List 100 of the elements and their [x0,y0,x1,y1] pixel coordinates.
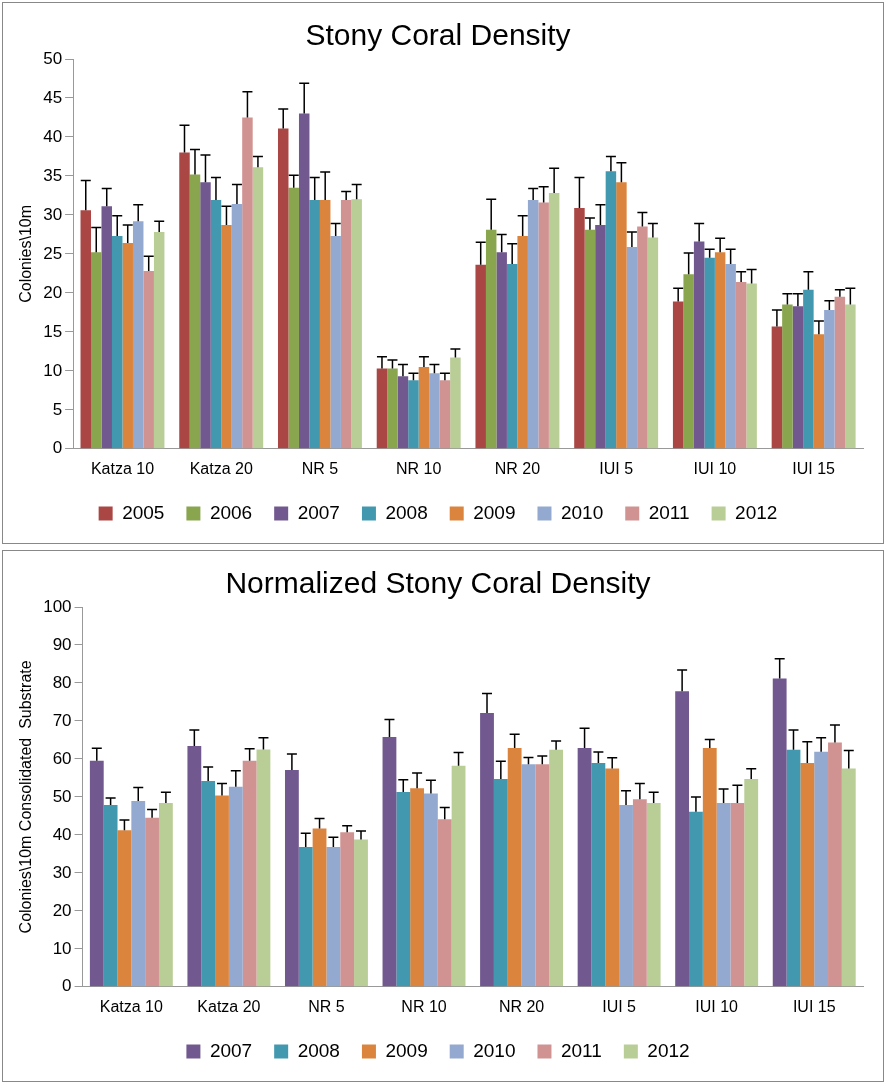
bar [803,289,814,449]
bar [242,760,257,987]
legend-label: 2010 [473,1039,516,1061]
x-tick-label: NR 10 [401,997,447,1015]
x-tick-label: Katza 20 [197,997,261,1015]
bar [828,742,842,987]
bar [298,113,310,449]
bar [284,769,299,987]
bar [450,357,461,449]
bar [309,200,320,449]
bar [354,839,368,987]
bar [646,802,661,987]
x-tick-label: IUI 15 [792,997,836,1015]
bar [145,817,159,987]
bar [716,802,731,987]
bar [824,310,835,449]
chart-title: Normalized Stony Coral Density [225,566,651,600]
x-tick-label: NR 5 [308,997,345,1015]
x-tick-label: NR 10 [396,459,442,477]
y-axis-title: Colonies\10m Consolidated Substrate [17,660,35,934]
bar [626,246,638,449]
bar [672,301,684,449]
x-tick-label: Katza 10 [90,459,155,477]
bar [704,257,715,449]
bar [735,281,747,449]
x-tick-label: IUI 15 [792,459,836,477]
y-tick-label: 15 [43,321,63,341]
x-tick-label: IUI 10 [695,997,739,1015]
bar [158,802,173,987]
legend-label: 2005 [122,501,165,523]
x-tick-label: NR 20 [494,459,541,477]
bar [616,182,627,449]
chart-title: Stony Coral Density [305,18,571,52]
bar [242,117,253,449]
bar [252,167,264,449]
bar [376,368,388,449]
bar [91,252,102,449]
bar [382,736,397,987]
bar [122,242,133,449]
bar [210,200,222,449]
y-tick-label: 20 [52,900,72,920]
bar [800,763,815,987]
bar [418,366,430,449]
bar [527,200,539,449]
bar [591,763,606,987]
x-tick-label: NR 5 [301,459,339,477]
bar [221,225,232,449]
bar [574,207,585,449]
y-tick-label: 50 [43,48,63,68]
bar [675,691,690,987]
bar [605,768,620,987]
bar [619,804,633,987]
legend-label: 2010 [560,501,604,523]
x-tick-label: IUI 10 [693,459,737,477]
y-tick-label: 60 [52,748,72,768]
bar [397,376,409,449]
bar [326,847,341,987]
bar [231,204,243,449]
x-tick-label: NR 20 [498,997,545,1015]
bar [201,780,216,987]
y-tick-label: 50 [52,786,72,806]
bar [841,768,856,987]
bar [517,235,528,449]
y-tick-label: 10 [43,360,63,380]
y-tick-label: 90 [52,634,72,654]
bar [538,202,549,449]
bar [702,747,717,987]
y-tick-label: 10 [52,938,72,958]
bar [288,187,299,449]
bar [813,334,825,449]
bar [507,747,522,987]
y-tick-label: 30 [43,204,63,224]
bar [577,747,592,987]
y-tick-label: 45 [43,87,63,107]
y-tick-label: 25 [43,243,63,263]
bar [637,226,648,449]
legend-label: 2007 [209,1039,253,1061]
y-tick-label: 40 [52,824,72,844]
y-tick-label: 40 [43,126,63,146]
bar [730,802,745,987]
legend-label: 2008 [385,501,428,523]
bar [845,304,856,449]
bar [330,235,341,449]
bar [101,206,112,449]
bar [132,221,144,449]
bar [117,830,132,987]
bar [298,847,313,987]
bar [187,746,202,987]
legend-label: 2011 [648,501,690,523]
bar [424,793,438,987]
bar [693,241,705,449]
bar [439,380,451,449]
legend-label: 2012 [735,501,778,523]
bar [814,751,829,987]
y-tick-label: 70 [52,710,72,730]
bar [772,678,787,987]
bar [437,819,452,987]
bar [725,264,736,449]
bar [410,788,425,987]
y-tick-label: 5 [52,399,63,419]
